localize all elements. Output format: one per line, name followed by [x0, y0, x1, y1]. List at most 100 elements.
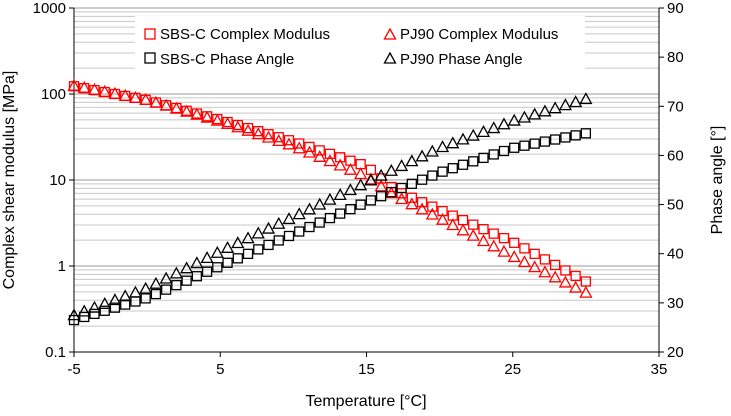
data-point-square [375, 191, 387, 202]
data-point-triangle [446, 218, 460, 231]
plot-area [69, 7, 664, 357]
data-point-square [212, 262, 223, 273]
x-axis-title: Temperature [°C] [305, 393, 426, 410]
data-point-square [201, 266, 213, 277]
data-point-square [447, 163, 458, 174]
data-point-square [222, 257, 233, 268]
x-tick-label: 15 [358, 361, 375, 378]
data-point-triangle [210, 113, 224, 126]
data-point-square [79, 311, 90, 323]
legend-item-pj90-phase: PJ90 Phase Angle [383, 51, 523, 68]
data-point-square [253, 244, 264, 255]
data-point-square [273, 235, 284, 246]
data-point-triangle [87, 82, 102, 95]
data-point-triangle [435, 140, 450, 153]
data-point-square [396, 182, 407, 194]
data-point-triangle [343, 162, 358, 175]
data-point-square [457, 214, 469, 226]
data-point-triangle [497, 244, 511, 257]
data-point-triangle [548, 270, 562, 283]
data-point-triangle [251, 226, 265, 239]
data-point-square [386, 186, 397, 198]
data-point-triangle [364, 173, 378, 186]
right-tick-label: 40 [667, 246, 684, 263]
data-point-square [478, 152, 489, 164]
right-tick-label: 50 [667, 197, 684, 214]
data-point-square [437, 166, 448, 177]
left-tick-label: 0.1 [45, 344, 66, 361]
data-point-square [294, 138, 305, 149]
data-point-triangle [272, 216, 286, 229]
data-point-square [314, 145, 325, 156]
data-point-triangle [149, 276, 163, 289]
left-tick-label: 1 [58, 258, 66, 275]
data-point-square [181, 275, 192, 286]
data-point-triangle [77, 304, 91, 317]
data-point-square [570, 130, 581, 141]
data-point-triangle [354, 167, 368, 180]
data-point-triangle [497, 117, 511, 130]
data-point-triangle [569, 280, 583, 293]
data-point-square [283, 230, 295, 242]
right-tick-label: 70 [667, 98, 684, 115]
data-point-triangle [517, 255, 532, 268]
data-point-square [560, 265, 571, 276]
data-point-triangle [558, 98, 572, 111]
legend-item-sbs-phase: SBS-C Phase Angle [144, 51, 294, 68]
data-point-triangle [210, 245, 224, 258]
data-point-triangle [395, 159, 409, 172]
data-point-triangle [220, 117, 235, 129]
data-point-triangle [415, 149, 429, 162]
data-point-triangle [395, 192, 409, 205]
data-point-square [304, 221, 315, 233]
left-tick-label: 100 [41, 86, 66, 103]
data-point-square [160, 284, 172, 295]
data-point-triangle [169, 101, 183, 114]
data-point-triangle [517, 110, 532, 123]
legend: SBS-C Complex Modulus PJ90 Complex Modul… [135, 16, 585, 72]
data-point-triangle [354, 178, 368, 191]
data-point-triangle [128, 285, 143, 298]
data-point-square [150, 288, 162, 300]
data-point-triangle [108, 86, 122, 99]
legend-marker-square-black [144, 52, 156, 64]
data-point-triangle [405, 154, 419, 167]
data-point-triangle [231, 236, 245, 249]
data-point-triangle [200, 110, 214, 123]
right-tick-label: 30 [667, 295, 684, 312]
data-point-triangle [220, 240, 235, 253]
data-point-square [130, 296, 141, 307]
data-point-square [529, 248, 540, 260]
data-point-triangle [292, 207, 306, 220]
right-tick-label: 90 [667, 0, 684, 17]
data-point-triangle [466, 228, 480, 241]
left-axis-title: Complex shear modulus [MPa] [1, 71, 18, 290]
legend-label: SBS-C Complex Modulus [160, 26, 330, 43]
data-point-square [283, 135, 295, 146]
data-point-square [478, 223, 489, 235]
data-point-square [468, 156, 479, 167]
data-point-triangle [333, 187, 347, 200]
series-1 [67, 78, 593, 298]
x-tick-label: 25 [504, 361, 521, 378]
data-point-triangle [313, 149, 327, 162]
data-point-triangle [180, 261, 194, 274]
data-point-triangle [67, 308, 81, 321]
data-point-square [509, 142, 520, 153]
data-point-square [99, 305, 110, 316]
data-point-triangle [108, 293, 122, 306]
data-point-square [457, 159, 469, 170]
data-point-square [550, 259, 561, 271]
data-point-square [416, 197, 428, 208]
data-point-triangle [384, 163, 398, 176]
data-point-triangle [159, 98, 173, 111]
data-point-triangle [548, 101, 562, 114]
data-point-triangle [435, 212, 450, 225]
data-point-square [324, 148, 336, 159]
legend-label: PJ90 Complex Modulus [400, 26, 558, 43]
data-point-square [437, 205, 448, 217]
data-point-square [89, 308, 100, 320]
data-point-triangle [528, 107, 542, 120]
data-point-triangle [558, 275, 572, 288]
data-point-triangle [261, 221, 276, 234]
